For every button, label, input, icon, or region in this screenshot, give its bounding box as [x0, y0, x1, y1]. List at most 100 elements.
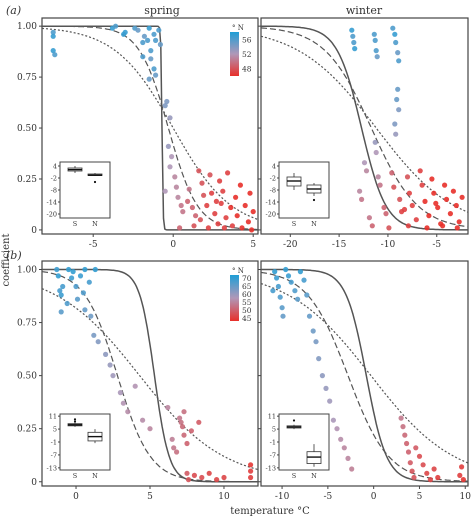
data-point	[280, 313, 286, 319]
panel-frame	[41, 17, 259, 235]
data-point	[184, 440, 190, 447]
data-point	[86, 279, 92, 285]
data-point	[167, 164, 173, 170]
data-point	[171, 445, 177, 451]
data-point	[55, 273, 61, 279]
x-tick-label: 5	[417, 492, 423, 502]
data-point	[156, 27, 162, 33]
data-point	[217, 178, 223, 184]
x-tick-label: 0	[73, 492, 79, 502]
data-point	[420, 462, 426, 468]
data-point	[372, 139, 378, 145]
data-point	[249, 227, 255, 233]
inset-y-tick-label: 5	[272, 426, 276, 434]
inset-y-tick-label: -8	[270, 187, 276, 195]
data-point	[228, 204, 234, 211]
data-point	[70, 269, 76, 275]
data-point	[372, 37, 378, 44]
panels-group: -5 0 500.250.500.751.004-2-8-14-20S N-20 -15…	[17, 17, 471, 502]
data-point	[57, 288, 63, 294]
data-point	[50, 33, 56, 39]
data-point	[145, 37, 151, 44]
inset-outlier	[73, 420, 77, 423]
legend-tick-label: 60	[242, 290, 252, 299]
inset-y-tick-label: -20	[266, 211, 276, 219]
data-point	[417, 168, 423, 174]
data-point	[140, 54, 146, 60]
data-point	[363, 168, 370, 174]
panel-b-winter: -10 -5 0 5 10 11 5 -1 -7 -13 S N	[258, 260, 471, 502]
data-point	[148, 56, 154, 62]
inset-y-tick-label: -13	[266, 464, 276, 472]
data-point	[82, 307, 88, 313]
data-point	[306, 313, 313, 319]
data-point	[229, 223, 235, 229]
data-point	[453, 202, 459, 209]
data-point	[366, 215, 372, 221]
y-tick-label: 0.50	[17, 372, 37, 382]
data-point	[186, 186, 192, 192]
inset-y-tick-label: 11	[49, 413, 57, 421]
inset-y-tick-label: 4	[272, 163, 276, 171]
data-point	[60, 283, 66, 290]
y-tick-label: 0.25	[17, 175, 37, 185]
fit-curve-solid	[261, 268, 468, 483]
data-point	[435, 474, 441, 481]
data-point	[283, 266, 289, 273]
data-point	[275, 283, 281, 290]
data-point	[323, 385, 329, 391]
data-point	[169, 154, 175, 160]
data-point	[140, 417, 146, 423]
data-point	[165, 143, 171, 149]
data-point	[316, 356, 322, 362]
column-title-winter: winter	[346, 4, 383, 17]
fit-curve-dashed	[260, 27, 469, 228]
data-point	[196, 419, 202, 425]
inset-y-tick-label: -14	[266, 199, 276, 207]
data-point	[132, 383, 138, 389]
x-tick-label: -15	[332, 240, 347, 250]
data-point	[359, 196, 365, 202]
data-point	[50, 29, 56, 35]
data-point	[237, 182, 243, 188]
inset-y-tick-label: -7	[270, 451, 276, 459]
data-point	[381, 204, 387, 211]
data-point	[413, 217, 419, 223]
data-point	[167, 115, 173, 121]
panel-label-b: (b)	[6, 249, 22, 262]
data-point	[416, 453, 423, 459]
data-point	[406, 190, 412, 196]
data-point	[319, 373, 325, 379]
panel-label-a: (a)	[6, 4, 21, 17]
data-point	[141, 33, 147, 39]
inset-frame	[278, 161, 330, 219]
y-axis-title: coefficient	[1, 233, 12, 286]
data-point	[457, 472, 463, 478]
data-point	[185, 477, 192, 483]
data-point	[245, 219, 251, 225]
data-point	[177, 225, 183, 231]
data-point	[386, 225, 392, 231]
x-tick-label: -20	[283, 240, 298, 250]
inset-group-label: S	[73, 472, 77, 480]
data-point	[435, 204, 441, 211]
data-point	[205, 225, 211, 231]
panel-a-winter: -20 -15 -10 -5 4 -2 -8 -14 -20 S N	[258, 17, 469, 250]
inset-outlier	[73, 418, 77, 421]
y-tick-label: 0.25	[17, 425, 37, 435]
data-point	[459, 464, 465, 470]
data-point	[88, 313, 94, 319]
data-point	[404, 440, 410, 447]
data-point	[69, 275, 75, 281]
data-point	[459, 194, 465, 200]
data-point	[369, 223, 375, 229]
data-point	[409, 468, 415, 474]
fit-curve-solid	[42, 268, 258, 483]
data-point	[274, 275, 280, 281]
data-point	[442, 182, 448, 188]
data-point	[396, 58, 402, 64]
data-point	[377, 182, 383, 188]
inset-frame	[278, 413, 330, 471]
data-point	[175, 194, 181, 200]
data-point	[185, 198, 191, 204]
